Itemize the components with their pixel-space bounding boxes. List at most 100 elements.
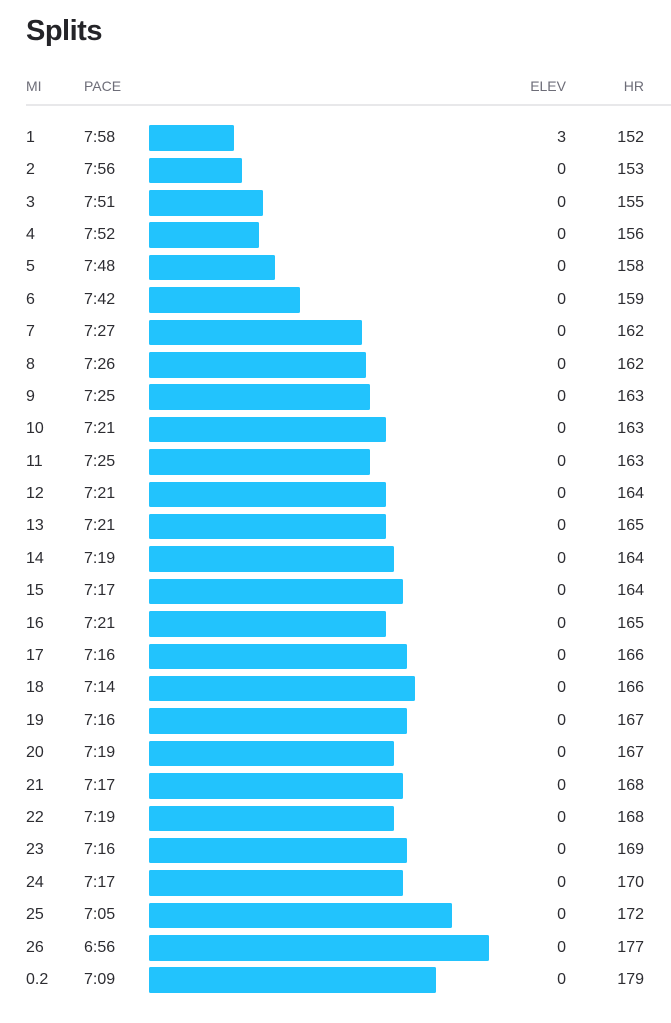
pace-bar <box>149 773 403 799</box>
pace-bar <box>149 611 387 637</box>
page-title: Splits <box>26 15 102 47</box>
split-elev: 0 <box>557 647 566 665</box>
split-mile: 26 <box>26 938 44 956</box>
split-pace: 7:58 <box>84 128 116 146</box>
pace-bar <box>149 125 234 151</box>
split-row: 13 7:21 0 165 <box>0 510 671 542</box>
split-mile: 5 <box>26 258 35 276</box>
split-hr: 163 <box>617 387 644 405</box>
split-elev: 0 <box>557 549 566 567</box>
split-hr: 163 <box>617 420 644 438</box>
split-row: 22 7:19 0 168 <box>0 802 671 834</box>
split-mile: 13 <box>26 517 44 535</box>
split-elev: 0 <box>557 485 566 503</box>
split-row: 14 7:19 0 164 <box>0 543 671 575</box>
split-row: 18 7:14 0 166 <box>0 672 671 704</box>
split-row: 3 7:51 0 155 <box>0 187 671 219</box>
split-row: 25 7:05 0 172 <box>0 899 671 931</box>
split-hr: 168 <box>617 776 644 794</box>
split-hr: 167 <box>617 711 644 729</box>
pace-bar <box>149 449 370 475</box>
split-mile: 11 <box>26 452 43 470</box>
split-hr: 164 <box>617 485 644 503</box>
split-mile: 4 <box>26 225 35 243</box>
split-row: 4 7:52 0 156 <box>0 219 671 251</box>
split-elev: 0 <box>557 841 566 859</box>
split-mile: 3 <box>26 193 35 211</box>
pace-bar <box>149 740 395 767</box>
split-row: 15 7:17 0 164 <box>0 575 671 607</box>
split-pace: 7:09 <box>84 970 116 988</box>
split-row: 0.2 7:09 0 179 <box>0 964 671 996</box>
split-mile: 23 <box>26 841 44 859</box>
split-elev: 0 <box>557 614 566 632</box>
split-pace: 7:17 <box>84 582 116 600</box>
split-mile: 25 <box>26 906 44 924</box>
split-mile: 9 <box>26 387 35 405</box>
split-elev: 0 <box>557 679 566 697</box>
split-row: 17 7:16 0 166 <box>0 640 671 672</box>
split-hr: 165 <box>617 517 644 535</box>
split-elev: 0 <box>557 323 566 341</box>
split-pace: 7:05 <box>84 906 116 924</box>
split-elev: 0 <box>557 193 566 211</box>
split-elev: 0 <box>557 582 566 600</box>
pace-bar <box>149 416 387 443</box>
pace-bar <box>149 384 370 410</box>
split-hr: 162 <box>617 323 644 341</box>
split-pace: 7:56 <box>84 161 116 179</box>
split-row: 1 7:58 3 152 <box>0 122 671 154</box>
split-row: 9 7:25 0 163 <box>0 381 671 413</box>
split-elev: 0 <box>557 809 566 826</box>
split-elev: 0 <box>557 355 566 373</box>
split-elev: 0 <box>557 258 566 276</box>
header-hr: HR <box>623 78 644 94</box>
split-pace: 7:27 <box>84 323 116 341</box>
split-pace: 7:14 <box>84 679 116 697</box>
split-mile: 2 <box>26 161 35 179</box>
split-hr: 155 <box>617 193 644 211</box>
split-mile: 19 <box>26 711 44 729</box>
split-pace: 7:26 <box>84 355 116 373</box>
split-hr: 159 <box>617 290 644 308</box>
pace-bar <box>149 902 452 929</box>
split-elev: 3 <box>557 128 566 146</box>
split-elev: 0 <box>557 906 566 924</box>
split-row: 12 7:21 0 164 <box>0 478 671 510</box>
split-row: 16 7:21 0 165 <box>0 608 671 640</box>
split-elev: 0 <box>557 225 566 243</box>
split-elev: 0 <box>557 776 566 794</box>
pace-bar <box>149 708 407 734</box>
split-hr: 177 <box>617 938 644 956</box>
split-elev: 0 <box>557 161 566 179</box>
split-hr: 152 <box>617 128 644 146</box>
splits-table: 1 7:58 3 152 2 7:56 0 153 3 7:51 0 155 4 7:52 0 156 5 7:4… <box>0 122 671 997</box>
header-divider <box>26 104 671 106</box>
pace-bar <box>149 546 395 572</box>
split-mile: 8 <box>26 355 35 373</box>
split-pace: 7:48 <box>84 258 116 276</box>
split-row: 20 7:19 0 167 <box>0 737 671 769</box>
split-hr: 153 <box>617 161 644 179</box>
split-row: 21 7:17 0 168 <box>0 770 671 802</box>
split-hr: 179 <box>617 970 644 988</box>
split-row: 24 7:17 0 170 <box>0 867 671 899</box>
split-pace: 7:16 <box>84 841 116 859</box>
split-hr: 164 <box>617 549 644 567</box>
split-row: 7 7:27 0 162 <box>0 316 671 348</box>
split-elev: 0 <box>557 938 566 956</box>
split-row: 8 7:26 0 162 <box>0 349 671 381</box>
pace-bar <box>149 870 403 896</box>
split-mile: 12 <box>26 485 44 503</box>
split-pace: 7:25 <box>84 387 116 405</box>
split-pace: 7:19 <box>84 744 116 762</box>
split-mile: 21 <box>26 776 44 794</box>
split-pace: 7:16 <box>84 647 116 665</box>
pace-bar <box>149 222 259 248</box>
split-mile: 10 <box>26 420 44 438</box>
split-hr: 166 <box>617 647 644 665</box>
split-pace: 7:21 <box>84 614 116 632</box>
split-elev: 0 <box>557 420 566 438</box>
pace-bar <box>149 190 263 216</box>
split-hr: 172 <box>617 906 644 924</box>
